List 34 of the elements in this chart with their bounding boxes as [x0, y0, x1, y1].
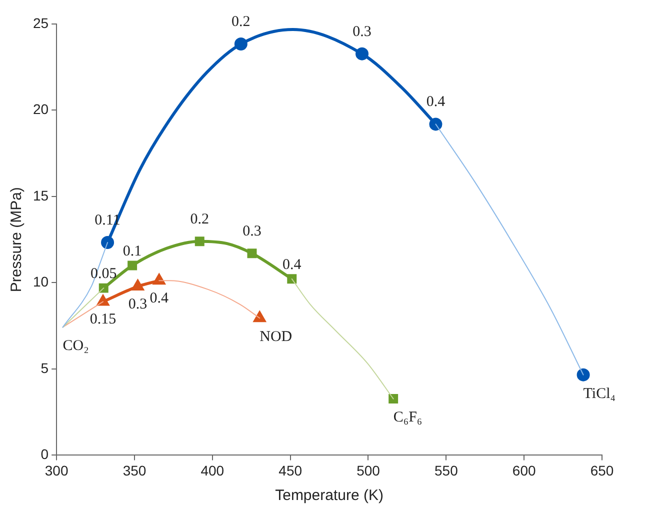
y-tick-label: 25 [32, 14, 49, 31]
annotation: CO₂ [62, 338, 89, 354]
x-axis-title: Temperature (K) [275, 487, 384, 504]
x-tick-label: 450 [278, 462, 302, 478]
annotation: 0.2 [232, 14, 250, 30]
point [253, 310, 266, 322]
y-tick-label: 0 [40, 446, 49, 462]
annotation: NOD [260, 329, 292, 346]
annotation: 0.3 [352, 24, 372, 40]
annotation: 0.4 [426, 94, 446, 110]
annotation: 0.3 [128, 296, 148, 312]
point [576, 368, 590, 382]
y-tick-label: 10 [32, 274, 49, 290]
annotation: 0.2 [190, 211, 210, 228]
annotation: 0.4 [282, 256, 302, 273]
point [388, 394, 398, 404]
annotation: 0.4 [150, 290, 169, 307]
x-tick-label: 650 [590, 462, 614, 478]
annotation: 0.05 [90, 266, 117, 282]
x-tick-label: 550 [434, 462, 458, 478]
x-tick-label: 400 [200, 462, 224, 478]
x-tick-label: 600 [512, 462, 536, 478]
y-tick-label: 15 [32, 187, 49, 204]
y-tick-label: 5 [40, 360, 49, 376]
annotation: 0.15 [90, 312, 116, 328]
annotation: C₆F₆ [393, 410, 422, 426]
x-tick-label: 300 [44, 462, 68, 478]
x-tick-label: 350 [122, 462, 146, 478]
y-axis-title: Pressure (MPa) [8, 187, 26, 292]
y-tick-label: 20 [32, 101, 49, 118]
annotation: 0.3 [242, 223, 262, 240]
x-tick-label: 500 [356, 462, 380, 478]
annotation: 0.1 [122, 243, 142, 260]
annotation: TiCl₄ [583, 386, 616, 402]
